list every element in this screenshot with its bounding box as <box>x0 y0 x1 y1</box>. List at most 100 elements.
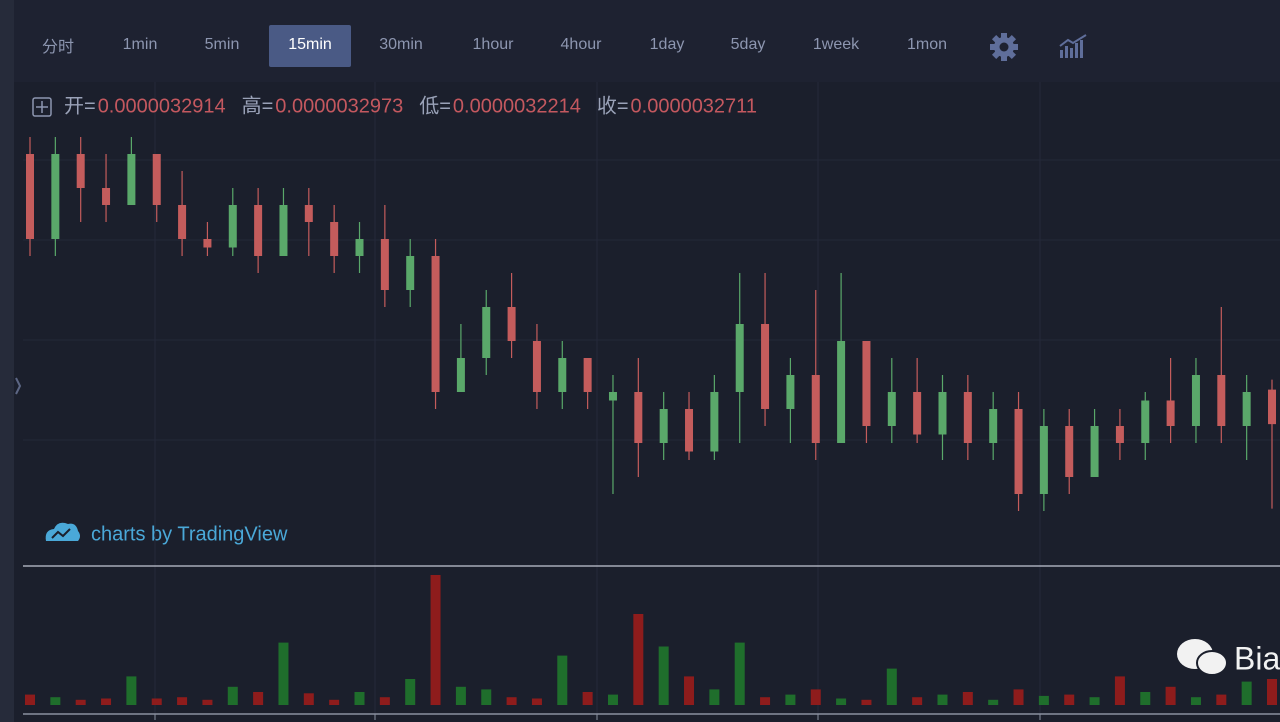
candle-body <box>178 205 187 239</box>
candle-body <box>786 375 795 409</box>
volume-bar <box>912 697 923 705</box>
volume-bar <box>988 699 999 705</box>
volume-bar <box>1038 695 1049 705</box>
volume-bar <box>785 694 796 705</box>
candle-body <box>913 392 922 435</box>
interval-button[interactable]: 4hour <box>561 36 603 53</box>
candle-body <box>1065 426 1074 477</box>
volume-bar <box>1013 689 1024 705</box>
volume-bar <box>937 694 948 705</box>
volume-bar <box>1267 679 1277 705</box>
settings-icon[interactable] <box>990 33 1018 61</box>
volume-bar <box>684 676 695 705</box>
volume-bar <box>836 698 847 705</box>
candle-body <box>127 154 136 205</box>
candle-body <box>279 205 288 256</box>
candle-body <box>330 222 339 256</box>
volume-bar <box>582 692 593 705</box>
candle-body <box>811 375 820 443</box>
candle-body <box>1141 400 1150 443</box>
volume-bar <box>531 698 542 705</box>
volume-bar <box>278 642 289 705</box>
candle-body <box>634 392 643 443</box>
interval-button[interactable]: 1hour <box>473 36 515 53</box>
volume-bar <box>1114 676 1125 705</box>
indicators-icon[interactable] <box>1059 34 1087 58</box>
volume-bar <box>75 699 86 705</box>
volume-bar <box>861 699 872 705</box>
volume-bar <box>481 689 492 705</box>
volume-bar <box>227 686 238 705</box>
interval-button[interactable]: 1day <box>650 36 685 53</box>
ohlc-label: 低= <box>419 94 451 117</box>
candle-body <box>837 341 846 443</box>
candle-body <box>1090 426 1099 477</box>
volume-bar <box>303 693 314 705</box>
ohlc-value: 0.0000032711 <box>631 95 757 117</box>
candle-body <box>608 392 617 401</box>
volume-bar <box>1241 681 1252 705</box>
tradingview-watermark: charts by TradingView <box>91 523 288 545</box>
ohlc-label: 高= <box>242 94 274 117</box>
volume-bar <box>25 694 35 705</box>
volume-bar <box>633 614 644 705</box>
candle-body <box>76 154 85 188</box>
ohlc-label: 开= <box>64 95 96 117</box>
rail-handle[interactable] <box>15 377 22 395</box>
volume-bar <box>455 686 466 705</box>
volume-bar <box>405 679 416 705</box>
candle-body <box>532 341 541 392</box>
interval-button[interactable]: 1week <box>813 36 860 53</box>
volume-bar <box>1089 697 1100 705</box>
candle-body <box>659 409 668 443</box>
candle-body <box>152 154 161 205</box>
volume-bar <box>126 676 137 705</box>
candle-body <box>938 392 947 435</box>
candle-body <box>507 307 516 341</box>
volume-bar <box>760 697 771 705</box>
volume-bar <box>709 689 720 705</box>
interval-button[interactable]: 1mon <box>907 36 947 53</box>
volume-bar <box>886 668 897 705</box>
volume-bar <box>962 692 973 705</box>
volume-bar <box>506 697 517 705</box>
candle-body <box>685 409 694 452</box>
candle-body <box>380 239 389 290</box>
candle-body <box>431 256 440 392</box>
wechat-watermark: Bia <box>1234 640 1280 676</box>
volume-bar <box>430 575 441 705</box>
interval-button[interactable]: 5day <box>731 36 766 53</box>
interval-button[interactable]: 5min <box>205 36 240 53</box>
candle-body <box>583 358 592 392</box>
interval-button[interactable]: 1min <box>123 36 158 53</box>
wechat-logo <box>1177 639 1228 676</box>
volume-bar <box>253 692 264 705</box>
volume-bar <box>734 642 745 705</box>
candle-body <box>1242 392 1251 426</box>
interval-button[interactable]: 30min <box>379 36 423 53</box>
ohlc-label: 收= <box>597 94 629 117</box>
expand-icon[interactable] <box>32 97 52 117</box>
interval-button[interactable]: 分时 <box>42 38 74 56</box>
volume-bar <box>658 646 669 705</box>
ohlc-value: 0.0000032214 <box>453 95 581 117</box>
candle-body <box>963 392 972 443</box>
volume-bar <box>557 655 568 705</box>
tradingview-logo <box>45 522 80 541</box>
volume-bar <box>329 699 340 705</box>
ohlc-value: 0.0000032914 <box>98 95 226 117</box>
candle-body <box>1115 426 1124 443</box>
candle-body <box>710 392 719 452</box>
volume-bar <box>151 698 162 705</box>
interval-active-bg <box>269 25 351 67</box>
candle-body <box>304 205 313 222</box>
candle-body <box>1039 426 1048 494</box>
ohlc-value: 0.0000032973 <box>275 95 403 117</box>
volume-bar <box>810 689 821 705</box>
candle-body <box>482 307 491 358</box>
volume-bar <box>1165 686 1176 705</box>
interval-button[interactable]: 15min <box>288 36 332 53</box>
